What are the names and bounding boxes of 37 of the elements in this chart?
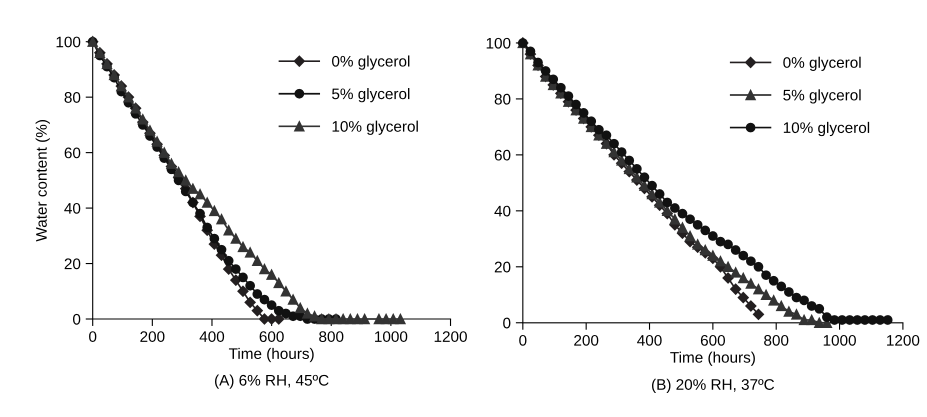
text: (B) 20% RH, 37ºC [652, 378, 774, 393]
y-tick-label: 80 [64, 92, 80, 103]
y-tick-label: 20 [64, 258, 80, 270]
x-tick-label: 1000 [824, 334, 856, 346]
x-tick-label: 0 [519, 334, 526, 346]
legend-label: 10% glycerol [784, 122, 870, 136]
x-tick-label: 400 [200, 331, 224, 342]
x-tick-label: 0 [89, 331, 96, 342]
y-tick-label: 0 [503, 318, 510, 328]
legend-label: 5% glycerol [332, 88, 410, 102]
x-tick-label: 1000 [375, 331, 408, 342]
y-tick-label: 100 [486, 38, 510, 49]
x-axis-title: Time (hours) [228, 348, 314, 362]
x-axis-title: Time (hours) [670, 352, 755, 366]
y-tick-label: 100 [56, 36, 80, 48]
y-tick-label: 20 [494, 262, 510, 272]
y-tick-label: 60 [64, 147, 80, 158]
x-tick-label: 600 [260, 331, 284, 342]
x-tick-label: 800 [319, 331, 344, 342]
x-tick-label: 200 [140, 331, 164, 342]
y-axis-title: Water content (%) [36, 120, 50, 242]
y-tick-label: 60 [494, 150, 510, 161]
y-tick-label: 0 [72, 314, 80, 325]
y-tick-label: 80 [494, 94, 510, 105]
x-tick-label: 200 [574, 334, 598, 346]
y-tick-label: 40 [494, 206, 510, 217]
x-tick-label: 1200 [887, 334, 920, 346]
x-tick-label: 800 [764, 334, 788, 346]
legend-label: 10% glycerol [332, 120, 418, 135]
legend-label: 5% glycerol [783, 89, 861, 104]
x-tick-label: 1200 [434, 331, 467, 342]
legend-label: 0% glycerol [783, 56, 861, 71]
y-tick-label: 40 [64, 202, 80, 214]
text: (A) 6% RH, 45ºC [215, 374, 329, 389]
x-tick-label: 600 [700, 334, 726, 346]
x-tick-label: 400 [637, 334, 662, 346]
legend-label: 0% glycerol [332, 55, 410, 70]
